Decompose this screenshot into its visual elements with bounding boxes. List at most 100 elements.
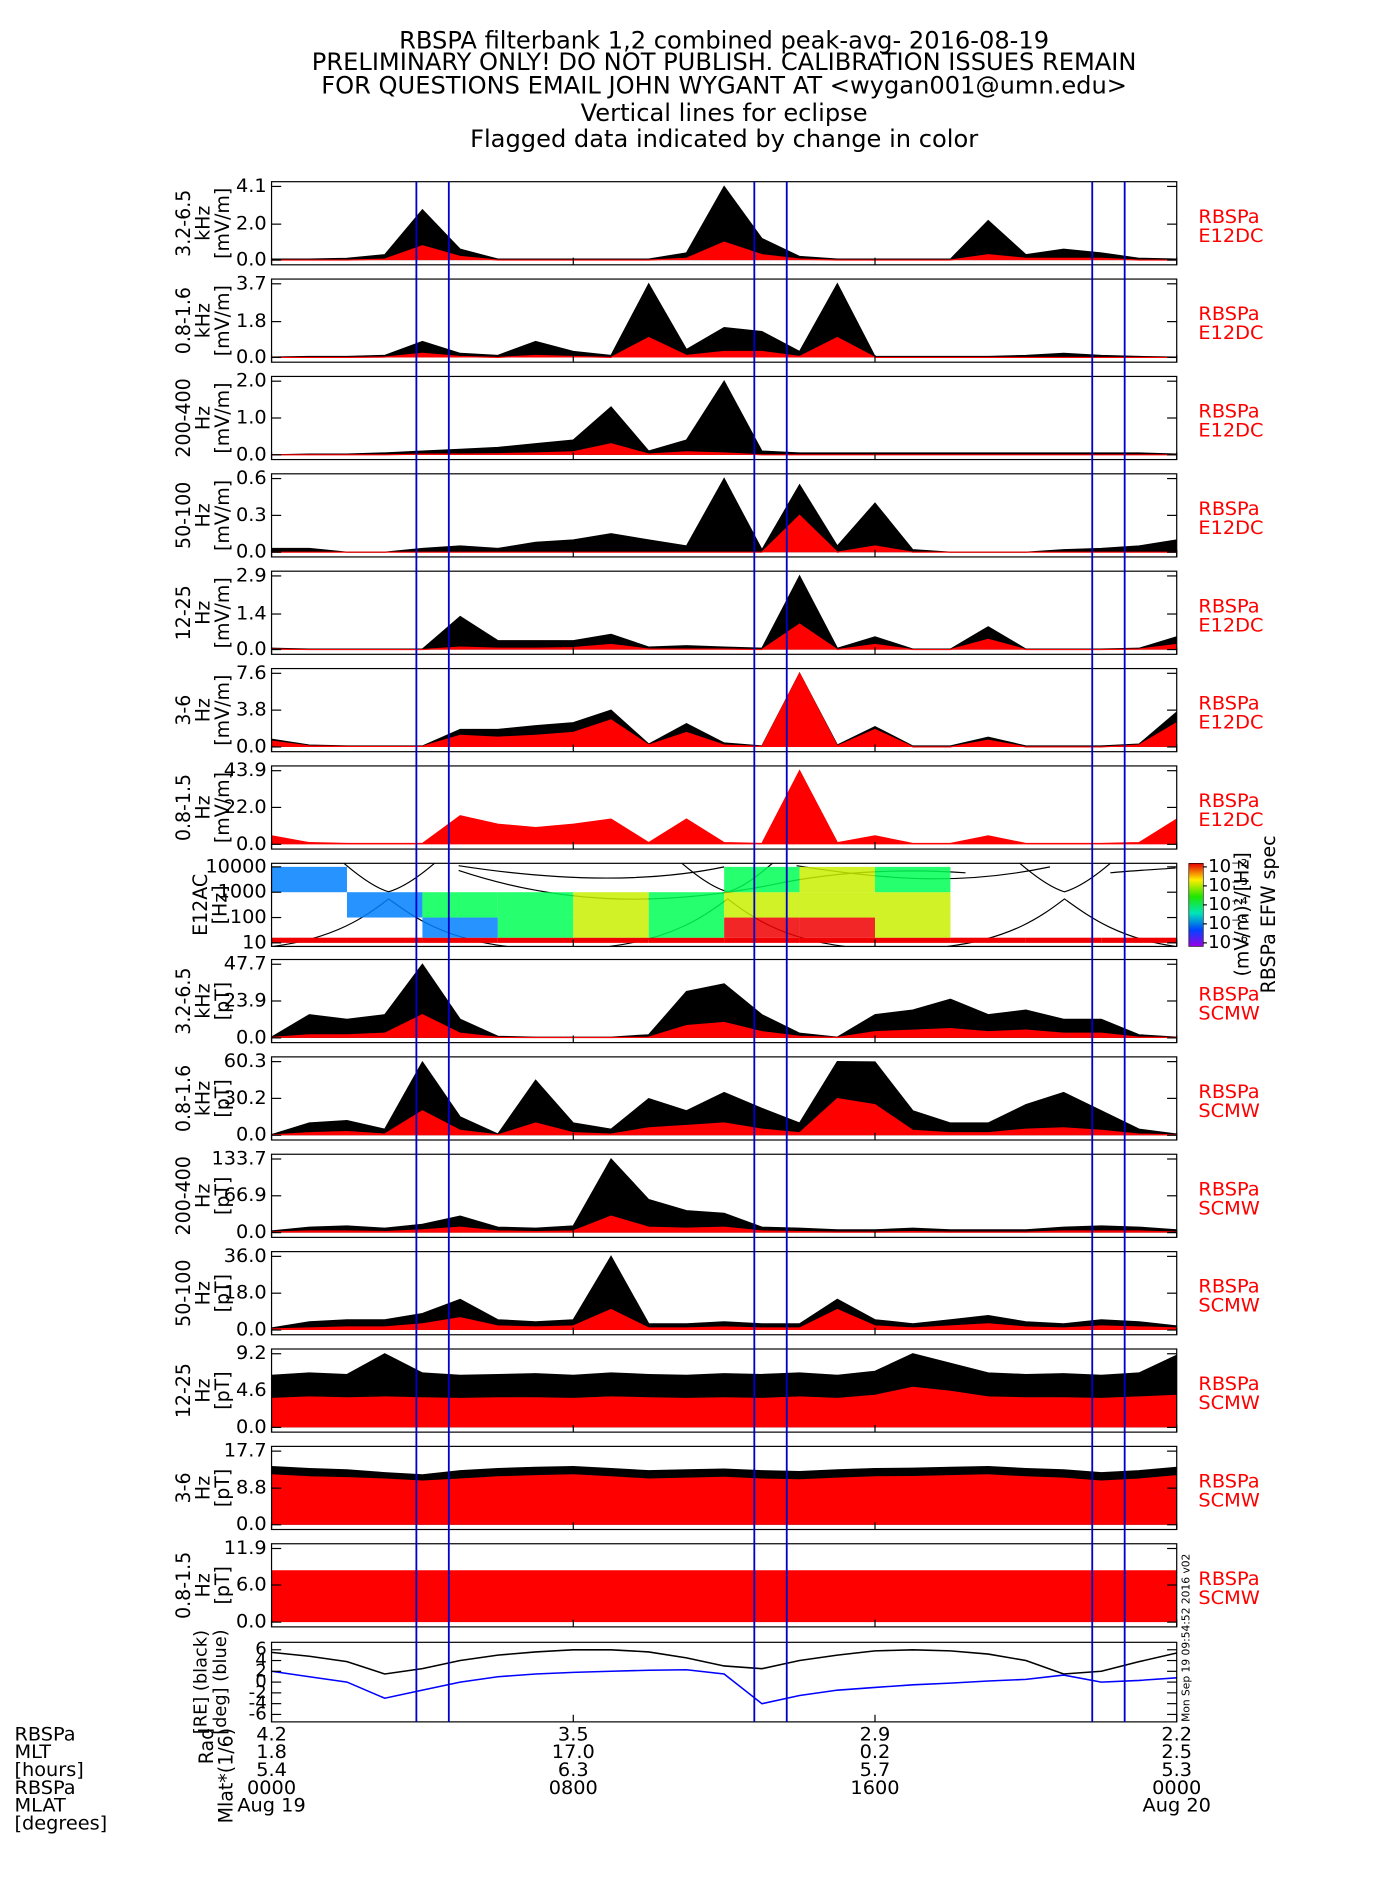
y-tick-label: -4 [249,1693,267,1714]
y-tick-label: 0.0 [236,1318,267,1341]
title-line: Vertical lines for eclipse [581,99,868,127]
y-tick-label: 0.0 [236,735,267,758]
y-tick-label: 4 [255,1650,267,1671]
y-axis-label: 12-25 [172,1363,195,1418]
y-tick-label: 0.0 [236,832,267,855]
x-tick-label: 2.2 [1161,1723,1192,1746]
panel-frame [270,862,1178,948]
y-tick-label: 18.0 [224,1281,267,1304]
y-axis-label: Hz [191,1476,214,1500]
y-axis-label: 12-25 [172,585,195,640]
y-tick-label: 6 [255,1639,267,1660]
row-title: MLAT [14,1794,66,1817]
y-tick-label: 36.0 [224,1244,267,1267]
area-fill [271,770,1177,845]
series-line [271,1255,1177,1329]
series-line [271,1474,1177,1482]
spectrogram-cell [422,892,498,918]
x-tick-label: 0000 [1152,1776,1201,1799]
colorbar-tick-label: 10⁻⁴ [1208,894,1248,915]
y-axis-label: [mV/m] [211,675,234,746]
x-tick-label: 2.9 [860,1723,891,1746]
series-line [271,623,1177,651]
area-fill [271,1098,1177,1136]
area-fill [271,964,1177,1038]
y-axis-label: 50-100 [172,482,195,549]
y-axis-label: kHz [191,1081,214,1116]
series-line [271,1014,1177,1039]
y-tick-label: 8.8 [236,1476,267,1499]
colorbar-tick-label: 10⁻⁶ [1208,932,1248,953]
y-axis-label: Hz [191,1281,214,1305]
y-tick-label: 2 [255,1660,267,1681]
y-tick-label: 0.0 [236,442,267,465]
y-tick-label: 47.7 [224,952,267,975]
y-axis-label: 0.8-1.6 [172,1065,195,1132]
y-axis-label: E12AC [189,874,212,936]
spectrogram-cell [346,892,423,918]
y-axis-label: Hz [191,503,214,527]
y-tick-label: 3.8 [236,698,267,721]
y-axis-label: Hz [191,601,214,625]
spectrogram-cell [497,892,574,918]
y-tick-label: -2 [249,1682,267,1703]
y-axis-label: 50-100 [172,1260,195,1327]
y-tick-label: 0.0 [236,1415,267,1438]
area-fill [271,283,1177,358]
y-axis-label: 0.8-1.5 [172,1552,195,1619]
side-label: RBSPa [1198,983,1259,1006]
side-label: SCMW [1198,1294,1260,1317]
spectrogram-cell [346,937,423,943]
y-axis-label: 0.8-1.5 [172,774,195,841]
y-axis-label: [Hz] [208,885,231,924]
y-axis-label: Hz [191,406,214,430]
y-tick-label: 133.7 [211,1147,266,1170]
y-tick-label: 0.6 [236,466,267,489]
side-label: E12DC [1198,321,1263,344]
series-line [271,1157,1177,1232]
row-title-vertical: Mlat*(1/6) [214,1728,237,1824]
spectrogram-cell [573,937,649,943]
y-axis-label: Hz [191,1378,214,1402]
title-line: Flagged data indicated by change in colo… [470,125,978,153]
area-fill [271,1474,1177,1525]
series-line [271,380,1177,456]
series-line [271,1098,1177,1136]
title-line: PRELIMINARY ONLY! DO NOT PUBLISH. CALIBR… [312,48,1137,76]
row-title: RBSPa [14,1776,75,1799]
y-axis-label: 3-6 [172,1472,195,1503]
date-label: Aug 19 [237,1794,305,1817]
spectrogram-cell [875,937,951,943]
spectrogram-cell [799,917,875,938]
spectrogram-cell [724,917,800,938]
side-label: RBSPa [1198,302,1259,325]
side-label: RBSPa [1198,205,1259,228]
side-label: RBSPa [1198,497,1259,520]
colorbar-tick-label: 10⁻³ [1208,875,1248,896]
x-tick-label: 0.2 [860,1740,891,1763]
title-line: FOR QUESTIONS EMAIL JOHN WYGANT AT <wyga… [321,72,1127,100]
spectrogram-cell [1025,937,1102,943]
y-axis-label: 200-400 [172,1156,195,1235]
side-label: SCMW [1198,1196,1260,1219]
series-line [271,1649,1177,1675]
x-tick-label: 3.5 [558,1723,589,1746]
colorbar-tick-label: 10⁻² [1208,856,1248,877]
spectrogram-cell [497,917,574,938]
area-fill [271,1387,1177,1428]
y-tick-label: 17.7 [224,1439,267,1462]
side-label: RBSPa [1198,594,1259,617]
y-tick-label: 0.0 [236,540,267,563]
side-label: RBSPa [1198,789,1259,812]
spectrogram-cell [724,892,800,918]
side-label: RBSPa [1198,692,1259,715]
y-axis-label: [pT] [211,1274,234,1312]
y-tick-label: 3.7 [236,271,267,294]
colorbar-label: RBSPa EFW spec [1257,835,1280,993]
spectrogram-cell [271,937,347,943]
spectrogram-cell [1101,937,1177,943]
side-label: RBSPa [1198,1080,1259,1103]
area-fill [271,337,1177,358]
y-axis-label: [pT] [211,982,234,1020]
side-label: RBSPa [1198,400,1259,423]
